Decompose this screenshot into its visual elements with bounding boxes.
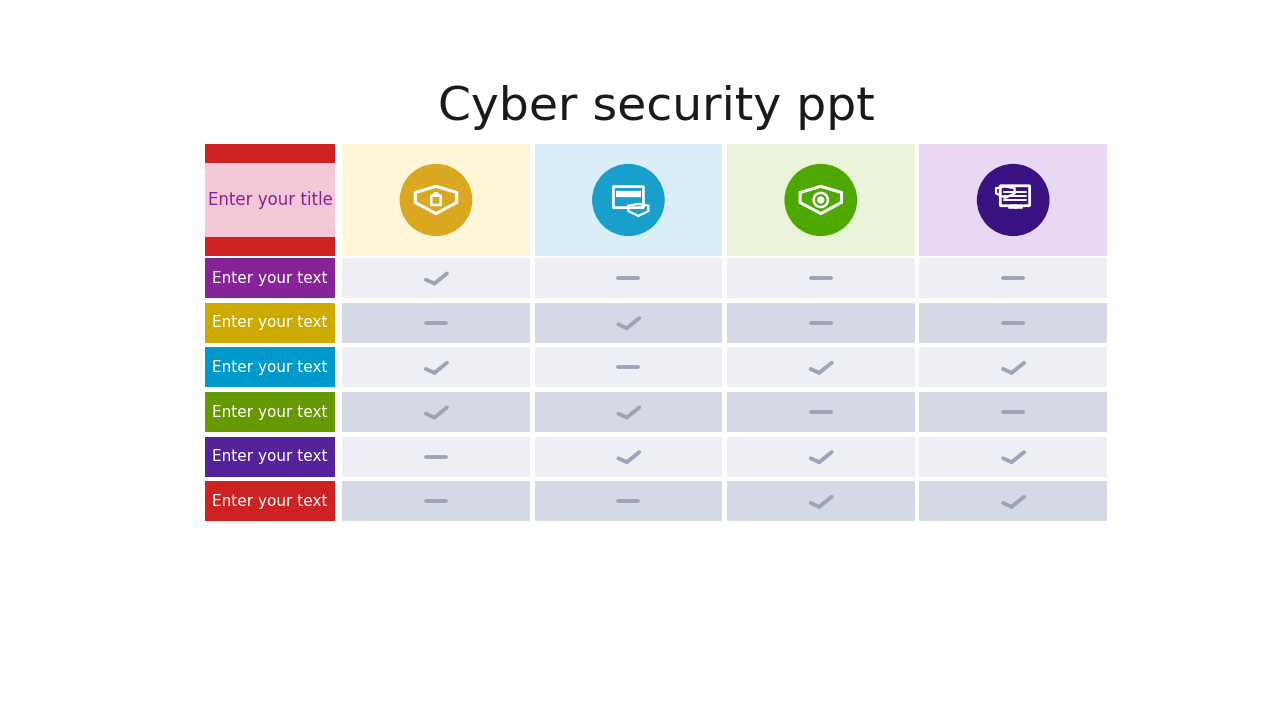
FancyBboxPatch shape (919, 303, 1107, 343)
FancyBboxPatch shape (342, 437, 530, 477)
Circle shape (593, 165, 664, 235)
FancyBboxPatch shape (535, 144, 722, 256)
FancyBboxPatch shape (919, 348, 1107, 387)
FancyBboxPatch shape (727, 437, 915, 477)
FancyBboxPatch shape (342, 258, 530, 298)
FancyBboxPatch shape (205, 482, 335, 521)
FancyBboxPatch shape (342, 144, 530, 256)
FancyBboxPatch shape (205, 303, 335, 343)
Text: Enter your title: Enter your title (207, 191, 333, 209)
FancyBboxPatch shape (535, 392, 722, 432)
Circle shape (818, 197, 824, 203)
FancyBboxPatch shape (919, 392, 1107, 432)
FancyBboxPatch shape (727, 303, 915, 343)
FancyBboxPatch shape (919, 482, 1107, 521)
FancyBboxPatch shape (342, 392, 530, 432)
FancyBboxPatch shape (205, 392, 335, 432)
FancyBboxPatch shape (727, 348, 915, 387)
Circle shape (785, 165, 856, 235)
FancyBboxPatch shape (535, 437, 722, 477)
Circle shape (978, 165, 1048, 235)
FancyBboxPatch shape (727, 482, 915, 521)
Text: Enter your text: Enter your text (212, 494, 328, 509)
FancyBboxPatch shape (919, 144, 1107, 256)
FancyBboxPatch shape (535, 258, 722, 298)
Circle shape (401, 165, 471, 235)
FancyBboxPatch shape (919, 258, 1107, 298)
FancyBboxPatch shape (919, 437, 1107, 477)
FancyBboxPatch shape (342, 482, 530, 521)
FancyBboxPatch shape (535, 348, 722, 387)
FancyBboxPatch shape (535, 482, 722, 521)
FancyBboxPatch shape (727, 144, 915, 256)
Text: Enter your text: Enter your text (212, 449, 328, 464)
Text: Cyber security ppt: Cyber security ppt (438, 85, 874, 130)
FancyBboxPatch shape (535, 303, 722, 343)
FancyBboxPatch shape (205, 437, 335, 477)
FancyBboxPatch shape (342, 348, 530, 387)
Text: Enter your text: Enter your text (212, 315, 328, 330)
FancyBboxPatch shape (727, 392, 915, 432)
Text: Enter your text: Enter your text (212, 271, 328, 286)
FancyBboxPatch shape (205, 238, 335, 256)
Text: Enter your text: Enter your text (212, 360, 328, 375)
FancyBboxPatch shape (205, 258, 335, 298)
FancyBboxPatch shape (205, 144, 335, 163)
Text: Enter your text: Enter your text (212, 405, 328, 420)
FancyBboxPatch shape (205, 163, 335, 238)
FancyBboxPatch shape (205, 348, 335, 387)
FancyBboxPatch shape (727, 258, 915, 298)
FancyBboxPatch shape (342, 303, 530, 343)
